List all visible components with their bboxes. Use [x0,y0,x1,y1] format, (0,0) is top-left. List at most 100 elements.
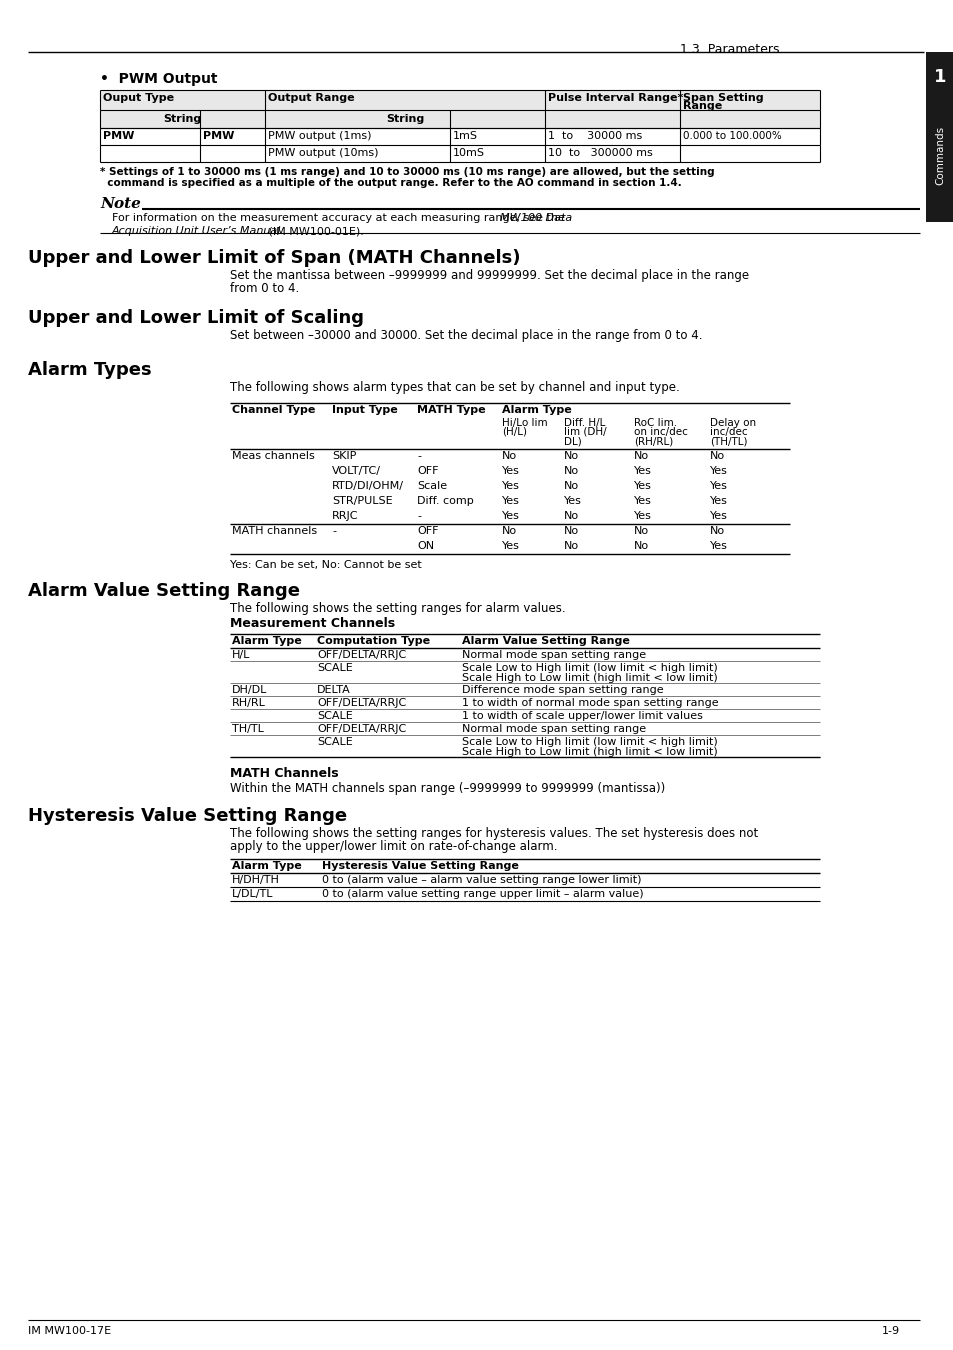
Text: No: No [634,526,648,536]
Text: No: No [709,451,724,460]
Text: Yes: Yes [709,466,727,477]
Text: (IM MW100-01E).: (IM MW100-01E). [265,225,363,236]
Text: Yes: Yes [563,495,581,506]
Text: The following shows alarm types that can be set by channel and input type.: The following shows alarm types that can… [230,381,679,394]
Text: STR/PULSE: STR/PULSE [332,495,393,506]
Text: (RH/RL): (RH/RL) [634,436,673,446]
Text: Yes: Yes [501,495,519,506]
Text: RoC lim.: RoC lim. [634,418,677,428]
Text: SKIP: SKIP [332,451,356,460]
Text: apply to the upper/lower limit on rate-of-change alarm.: apply to the upper/lower limit on rate-o… [230,840,557,853]
Text: Hysteresis Value Setting Range: Hysteresis Value Setting Range [28,807,347,825]
Text: Acquisition Unit User’s Manual: Acquisition Unit User’s Manual [112,225,281,236]
Text: 0 to (alarm value – alarm value setting range lower limit): 0 to (alarm value – alarm value setting … [322,875,640,886]
Text: Meas channels: Meas channels [232,451,314,460]
Text: Range: Range [682,101,721,111]
Bar [100,144,820,162]
Bar [100,90,820,109]
Text: Upper and Lower Limit of Scaling: Upper and Lower Limit of Scaling [28,309,364,327]
Text: Set between –30000 and 30000. Set the decimal place in the range from 0 to 4.: Set between –30000 and 30000. Set the de… [230,329,701,342]
Text: Computation Type: Computation Type [316,636,430,647]
Text: String: String [163,113,201,124]
Text: Yes: Yes [709,512,727,521]
Text: OFF: OFF [416,526,438,536]
Text: Yes: Can be set, No: Cannot be set: Yes: Can be set, No: Cannot be set [230,560,421,570]
Text: Diff. H/L: Diff. H/L [563,418,605,428]
Bar [925,53,953,221]
Text: No: No [563,512,578,521]
Text: Span Setting: Span Setting [682,93,762,103]
Text: -: - [416,451,420,460]
Text: MATH channels: MATH channels [232,526,316,536]
Text: on inc/dec: on inc/dec [634,427,687,437]
Text: PMW output (10ms): PMW output (10ms) [268,148,378,158]
Text: -: - [332,526,335,536]
Text: 1mS: 1mS [453,131,477,140]
Text: 1: 1 [933,68,945,86]
Text: * Settings of 1 to 30000 ms (1 ms range) and 10 to 30000 ms (10 ms range) are al: * Settings of 1 to 30000 ms (1 ms range)… [100,167,714,177]
Text: Yes: Yes [501,466,519,477]
Text: Normal mode span setting range: Normal mode span setting range [461,649,645,660]
Text: Hysteresis Value Setting Range: Hysteresis Value Setting Range [322,861,518,871]
Text: Measurement Channels: Measurement Channels [230,617,395,630]
Text: Yes: Yes [634,466,651,477]
Text: Yes: Yes [709,541,727,551]
Text: Yes: Yes [501,541,519,551]
Text: SCALE: SCALE [316,663,353,674]
Text: 0 to (alarm value setting range upper limit – alarm value): 0 to (alarm value setting range upper li… [322,890,643,899]
Text: 1 to width of normal mode span setting range: 1 to width of normal mode span setting r… [461,698,718,707]
Text: PMW output (1ms): PMW output (1ms) [268,131,371,140]
Text: DL): DL) [563,436,581,446]
Text: No: No [563,451,578,460]
Text: Channel Type: Channel Type [232,405,315,414]
Text: H/DH/TH: H/DH/TH [232,875,279,886]
Text: SCALE: SCALE [316,737,353,747]
Text: Yes: Yes [501,481,519,491]
Text: (TH/TL): (TH/TL) [709,436,747,446]
Text: Within the MATH channels span range (–9999999 to 9999999 (mantissa)): Within the MATH channels span range (–99… [230,782,664,795]
Text: lim (DH/: lim (DH/ [563,427,606,437]
Text: Alarm Type: Alarm Type [232,861,301,871]
Text: MW100 Data: MW100 Data [499,213,572,223]
Text: Scale High to Low limit (high limit < low limit): Scale High to Low limit (high limit < lo… [461,747,717,757]
Text: command is specified as a multiple of the output range. Refer to the AO command : command is specified as a multiple of th… [100,178,681,188]
Text: 1.3  Parameters: 1.3 Parameters [679,43,779,55]
Text: VOLT/TC/: VOLT/TC/ [332,466,380,477]
Text: PMW: PMW [103,131,134,140]
Text: Pulse Interval Range*: Pulse Interval Range* [547,93,682,103]
Text: The following shows the setting ranges for alarm values.: The following shows the setting ranges f… [230,602,565,616]
Text: MATH Type: MATH Type [416,405,485,414]
Text: 0.000 to 100.000%: 0.000 to 100.000% [682,131,781,140]
Text: No: No [563,541,578,551]
Text: Ouput Type: Ouput Type [103,93,174,103]
Text: Yes: Yes [634,495,651,506]
Text: OFF/DELTA/RRJC: OFF/DELTA/RRJC [316,698,406,707]
Text: OFF/DELTA/RRJC: OFF/DELTA/RRJC [316,724,406,734]
Text: Difference mode span setting range: Difference mode span setting range [461,684,663,695]
Text: Delay on: Delay on [709,418,756,428]
Text: ON: ON [416,541,434,551]
Text: No: No [634,451,648,460]
Text: inc/dec: inc/dec [709,427,747,437]
Text: 1  to    30000 ms: 1 to 30000 ms [547,131,641,140]
Text: SCALE: SCALE [316,711,353,721]
Text: Alarm Types: Alarm Types [28,360,152,379]
Text: No: No [563,481,578,491]
Text: Scale Low to High limit (low limit < high limit): Scale Low to High limit (low limit < hig… [461,737,717,747]
Text: OFF/DELTA/RRJC: OFF/DELTA/RRJC [316,649,406,660]
Text: No: No [563,466,578,477]
Text: Diff. comp: Diff. comp [416,495,474,506]
Text: 10  to   300000 ms: 10 to 300000 ms [547,148,652,158]
Text: TH/TL: TH/TL [232,724,264,734]
Text: 10mS: 10mS [453,148,484,158]
Text: Scale: Scale [416,481,447,491]
Text: Scale Low to High limit (low limit < high limit): Scale Low to High limit (low limit < hig… [461,663,717,674]
Text: DH/DL: DH/DL [232,684,267,695]
Text: RTD/DI/OHM/: RTD/DI/OHM/ [332,481,403,491]
Text: Scale High to Low limit (high limit < low limit): Scale High to Low limit (high limit < lo… [461,674,717,683]
Text: PMW: PMW [203,131,234,140]
Text: No: No [634,541,648,551]
Text: Yes: Yes [501,512,519,521]
Text: String: String [385,113,424,124]
Text: Hi/Lo lim: Hi/Lo lim [501,418,547,428]
